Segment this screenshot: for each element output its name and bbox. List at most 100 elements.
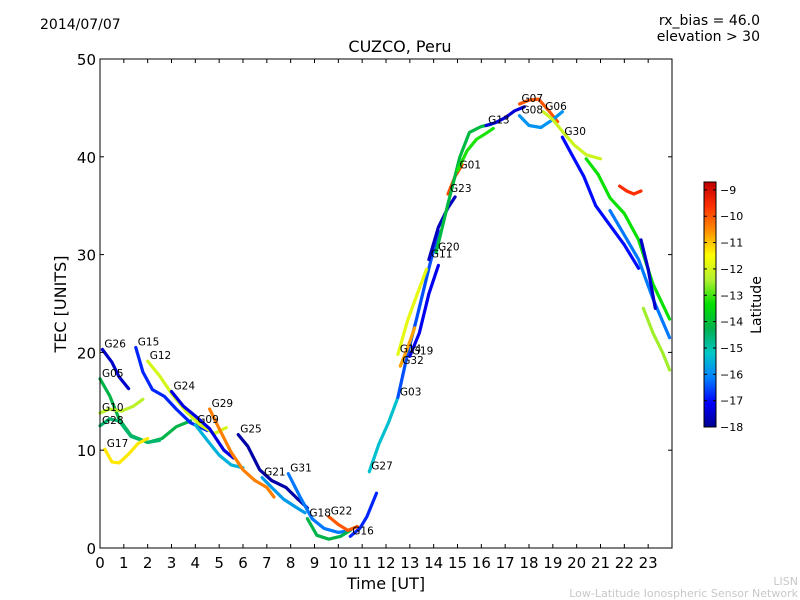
series-g16 xyxy=(348,491,379,538)
satellite-label-g21: G21 xyxy=(264,467,286,479)
series-g19 xyxy=(408,263,440,358)
colorbar-tick-label: −17 xyxy=(720,395,743,408)
x-tick-label: 23 xyxy=(639,554,658,572)
series-g28 xyxy=(98,417,162,444)
satellite-label-g15: G15 xyxy=(138,337,160,349)
x-tick-label: 9 xyxy=(310,554,320,572)
series-g32 xyxy=(398,326,417,368)
x-tick-label: 0 xyxy=(95,554,105,572)
series-g10 xyxy=(98,397,145,415)
series-g26 xyxy=(100,347,131,391)
satellite-label-g20: G20 xyxy=(438,242,460,254)
x-tick-label: 17 xyxy=(496,554,515,572)
x-tick-label: 20 xyxy=(567,554,586,572)
x-tick-label: 13 xyxy=(400,554,419,572)
x-tick-label: 16 xyxy=(472,554,491,572)
satellite-label-g30: G30 xyxy=(564,126,586,138)
series-g09 xyxy=(193,423,245,470)
elevation-note: elevation > 30 xyxy=(656,29,760,45)
colorbar-tick-label: −13 xyxy=(720,289,743,302)
y-tick-label: 40 xyxy=(77,149,96,167)
satellite-label-g01: G01 xyxy=(460,160,482,172)
x-tick-label: 5 xyxy=(214,554,224,572)
x-tick-label: 1 xyxy=(119,554,129,572)
satellite-label-g12: G12 xyxy=(150,350,172,362)
series-g15 xyxy=(134,345,209,433)
credit-lisn: LISN xyxy=(773,575,798,588)
series-g07 xyxy=(517,97,560,124)
x-tick-label: 19 xyxy=(543,554,562,572)
x-tick-label: 8 xyxy=(286,554,296,572)
x-tick-label: 11 xyxy=(353,554,372,572)
satellite-label-g14: G14 xyxy=(400,343,422,355)
satellite-label-g07: G07 xyxy=(522,93,544,105)
satellite-label-g28: G28 xyxy=(102,415,124,427)
colorbar-tick-label: −16 xyxy=(720,368,743,381)
series-g31 xyxy=(286,472,352,535)
x-tick-label: 2 xyxy=(143,554,153,572)
satellite-label-g06: G06 xyxy=(545,101,567,113)
colorbar-tick-label: −10 xyxy=(720,210,743,223)
credit-network: Low-Latitude Ionospheric Sensor Network xyxy=(569,587,798,600)
series-unlabeled-34 xyxy=(639,238,657,310)
series-unlabeled-32 xyxy=(617,184,643,196)
satellite-label-g23: G23 xyxy=(450,183,472,195)
colorbar-tick-label: −11 xyxy=(720,237,743,250)
x-tick-label: 10 xyxy=(329,554,348,572)
colorbar-tick-label: −12 xyxy=(720,263,743,276)
series-g29 xyxy=(208,407,276,499)
x-tick-label: 21 xyxy=(591,554,610,572)
x-tick-label: 15 xyxy=(448,554,467,572)
satellite-label-g27: G27 xyxy=(371,461,393,473)
y-tick-label: 10 xyxy=(77,442,96,460)
x-tick-label: 18 xyxy=(519,554,538,572)
y-axis-label: TEC [UNITS] xyxy=(51,256,70,354)
satellite-label-g13: G13 xyxy=(488,115,510,127)
series-g03 xyxy=(396,229,440,399)
satellite-label-g32: G32 xyxy=(402,355,424,367)
series-g01 xyxy=(455,126,495,173)
satellite-label-g26: G26 xyxy=(104,339,126,351)
series-g06 xyxy=(541,110,603,161)
satellite-label-g29: G29 xyxy=(212,398,234,410)
series-g08 xyxy=(517,110,565,130)
satellite-label-g11: G11 xyxy=(431,249,453,261)
satellite-label-g24: G24 xyxy=(174,381,196,393)
series-unlabeled-30 xyxy=(584,157,672,321)
colorbar-tick-label: −14 xyxy=(720,316,743,329)
axes-layer: 0 1 2 3 4 5 6 7 8 9 10 11 12 13 14 15 16 17 18 19 20 21 22 2301… xyxy=(77,51,672,572)
colorbar-tick-label: −15 xyxy=(720,342,743,355)
x-tick-label: 6 xyxy=(238,554,248,572)
series-g17 xyxy=(103,436,150,465)
satellite-label-g16: G16 xyxy=(352,525,374,537)
colorbar-gradient xyxy=(703,181,717,428)
x-tick-label: 12 xyxy=(376,554,395,572)
series-unlabeled-33 xyxy=(641,306,672,372)
series-g14 xyxy=(396,267,429,356)
x-tick-label: 3 xyxy=(167,554,177,572)
satellite-label-g03: G03 xyxy=(400,386,422,398)
x-tick-label: 4 xyxy=(191,554,201,572)
satellite-label-g08: G08 xyxy=(522,105,544,117)
satellite-label-g09: G09 xyxy=(197,414,219,426)
series-g25 xyxy=(236,433,309,510)
colorbar-tick-label: −18 xyxy=(720,421,743,434)
x-tick-label: 14 xyxy=(424,554,443,572)
date-label: 2014/07/07 xyxy=(40,17,121,33)
series-unlabeled-31 xyxy=(608,209,672,340)
rx-bias-note: rx_bias = 46.0 xyxy=(658,13,760,29)
satellite-label-g10: G10 xyxy=(102,402,124,414)
satellite-label-g19: G19 xyxy=(412,345,434,357)
x-tick-label: 22 xyxy=(615,554,634,572)
satellite-label-g17: G17 xyxy=(107,438,129,450)
series-g20 xyxy=(434,122,493,255)
colorbar-label: Latitude xyxy=(749,276,765,334)
y-tick-label: 30 xyxy=(77,247,96,265)
y-tick-label: 50 xyxy=(77,51,96,69)
satellite-label-g25: G25 xyxy=(240,424,262,436)
chart-title: CUZCO, Peru xyxy=(348,37,452,56)
series-g27 xyxy=(367,395,400,474)
satellite-label-g22: G22 xyxy=(331,506,353,518)
